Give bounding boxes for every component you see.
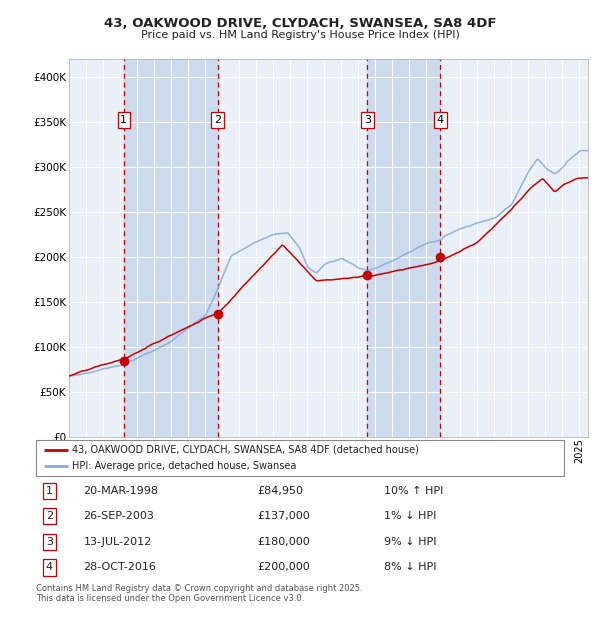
Text: 20-MAR-1998: 20-MAR-1998 (83, 485, 158, 496)
Text: 43, OAKWOOD DRIVE, CLYDACH, SWANSEA, SA8 4DF (detached house): 43, OAKWOOD DRIVE, CLYDACH, SWANSEA, SA8… (72, 445, 419, 455)
Text: 2: 2 (46, 512, 53, 521)
Text: 3: 3 (46, 537, 53, 547)
Text: 3: 3 (364, 115, 371, 125)
Text: 9% ↓ HPI: 9% ↓ HPI (385, 537, 437, 547)
Text: £200,000: £200,000 (258, 562, 311, 572)
Text: 2: 2 (214, 115, 221, 125)
Text: 10% ↑ HPI: 10% ↑ HPI (385, 485, 444, 496)
Text: 26-SEP-2003: 26-SEP-2003 (83, 512, 154, 521)
Text: £84,950: £84,950 (258, 485, 304, 496)
Text: £137,000: £137,000 (258, 512, 311, 521)
Text: 1% ↓ HPI: 1% ↓ HPI (385, 512, 437, 521)
Text: 43, OAKWOOD DRIVE, CLYDACH, SWANSEA, SA8 4DF: 43, OAKWOOD DRIVE, CLYDACH, SWANSEA, SA8… (104, 17, 496, 30)
Text: 1: 1 (46, 485, 53, 496)
Text: 8% ↓ HPI: 8% ↓ HPI (385, 562, 437, 572)
Text: 13-JUL-2012: 13-JUL-2012 (83, 537, 152, 547)
Bar (124, 59, 218, 437)
Text: 28-OCT-2016: 28-OCT-2016 (83, 562, 157, 572)
Bar (367, 59, 440, 437)
FancyBboxPatch shape (36, 440, 564, 476)
Text: Contains HM Land Registry data © Crown copyright and database right 2025.
This d: Contains HM Land Registry data © Crown c… (36, 584, 362, 603)
Text: Price paid vs. HM Land Registry's House Price Index (HPI): Price paid vs. HM Land Registry's House … (140, 30, 460, 40)
Text: 1: 1 (120, 115, 127, 125)
Text: 4: 4 (46, 562, 53, 572)
Text: HPI: Average price, detached house, Swansea: HPI: Average price, detached house, Swan… (72, 461, 296, 471)
Text: 4: 4 (437, 115, 444, 125)
Text: £180,000: £180,000 (258, 537, 311, 547)
